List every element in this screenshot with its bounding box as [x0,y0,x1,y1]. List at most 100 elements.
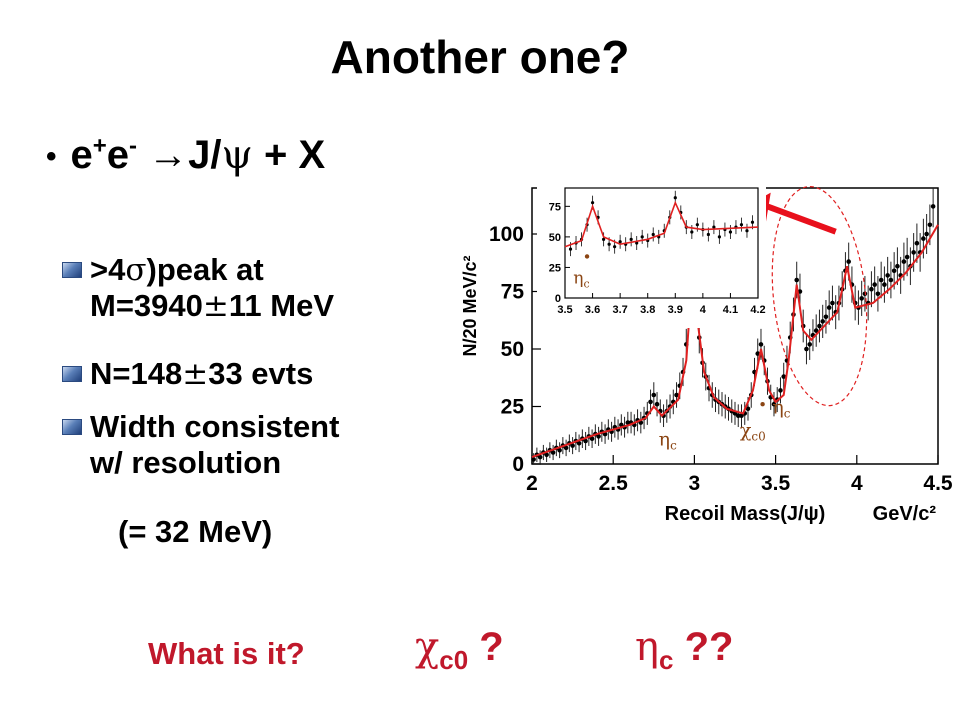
x-tick-label: 4.5 [923,472,953,495]
data-point [807,342,813,347]
eta-subscript: c [658,645,674,675]
x-tick-label: 2 [526,472,538,495]
inset-data-point [640,235,644,239]
inset-data-point [590,201,595,205]
data-point [875,291,881,297]
data-point [804,346,809,352]
data-point [904,254,910,260]
slide-title: Another one? [330,31,630,83]
inset-y-tick-label: 0 [555,293,561,305]
data-point [583,438,588,444]
inset-frame [564,187,759,299]
minus-superscript: - [129,132,138,160]
data-point [557,447,562,453]
data-point [885,273,890,278]
x-tick-label: 4 [851,472,863,495]
data-point [921,236,926,241]
eta-question-mark: ?? [684,625,734,669]
data-point [674,392,679,398]
inset-fit-curve [564,200,759,248]
y-axis-label: N/20 MeV/c² [460,255,480,356]
inset-data-point [706,232,710,237]
data-point [537,454,543,460]
inset-x-tick-label: 4.2 [750,304,765,316]
data-point [823,314,829,320]
x-axis-label: Recoil Mass(J/ψ) [665,503,826,525]
main-bullet: • e+e- →J/ψ + X [46,132,325,178]
inset-data-point [607,242,611,246]
inset-data-point [717,235,721,239]
eta-symbol: η [635,624,659,670]
inset-x-tick-label: 3.9 [668,304,683,316]
sub-bullet-square-icon [62,262,82,278]
inset-data-point [739,223,744,227]
bullet-dot-icon: • [46,140,57,174]
inset-x-tick-label: 4 [700,304,707,316]
data-point [901,259,907,264]
data-point [895,263,900,269]
sub-bullet-events: N=148±33 evts [90,356,314,392]
psi-symbol: ψ [221,132,253,178]
inset-data-point [602,237,606,241]
fit-curve [531,224,939,459]
data-point [531,457,536,462]
data-point [589,436,595,442]
data-point [576,441,582,446]
inset-data-point [618,240,622,244]
data-point [651,392,657,398]
data-point [794,277,800,283]
jpsi-prefix: J/ [188,133,222,177]
data-point [924,231,929,237]
y-tick-label: 0 [512,453,524,476]
resolution-note: (= 32 MeV) [118,514,273,549]
y-tick-label: 25 [501,396,525,419]
plus-x-text: + X [252,133,326,177]
inset-label-dot [584,254,590,259]
inset-x-tick-label: 3.8 [640,304,655,316]
recoil-mass-chart: 2 2.5 3 3.5 4 4.5 0 25 50 75 100 Recoil Mass(J/ψ) Ge… [460,185,953,525]
inset-x-tick-label: 4.1 [723,304,738,316]
data-point [654,401,660,407]
positron-symbol: e [106,133,130,177]
pointer-arrow [766,203,837,235]
peak-label: χc0 [740,419,766,443]
data-point [830,300,835,306]
data-point [878,277,884,283]
inset-data-point [712,225,716,229]
highlight-ellipse [771,185,868,407]
sub-bullet-square-icon [62,366,82,382]
data-point [648,399,653,405]
data-point [869,286,874,292]
inset-data-point [568,247,573,251]
data-point [930,204,936,209]
inset-data-point [728,230,733,234]
chi-symbol: χ [415,624,440,670]
x-tick-label: 2.5 [599,472,629,495]
data-point [596,434,601,439]
inset-data-point [745,229,749,233]
data-point [758,342,764,347]
data-point [563,445,569,451]
y-tick-label: 50 [501,338,524,361]
electron-symbol: e [70,133,93,177]
y-tick-label: 100 [489,223,524,246]
data-point [745,406,751,412]
inset-data-point [695,223,699,227]
data-point [813,328,819,333]
arrow-icon: → [148,133,189,177]
chi-question-mark: ? [479,625,504,669]
data-point [891,268,897,274]
x-axis-unit: GeV/c² [873,503,937,525]
inset-x-tick-label: 3.5 [557,304,572,316]
data-point [778,388,783,393]
data-point [911,250,916,255]
plus-superscript: + [92,132,107,160]
sub-bullet-significance: >4σ)peak at M=3940±11 MeV [90,252,334,324]
data-point [781,374,787,379]
chi-subscript: c0 [439,645,469,675]
inset-data-point [629,237,633,241]
data-point [927,222,933,228]
sub-bullet-width: Width consistent w/ resolution [90,409,340,480]
inset-data-point [651,232,655,237]
data-point [544,452,549,458]
